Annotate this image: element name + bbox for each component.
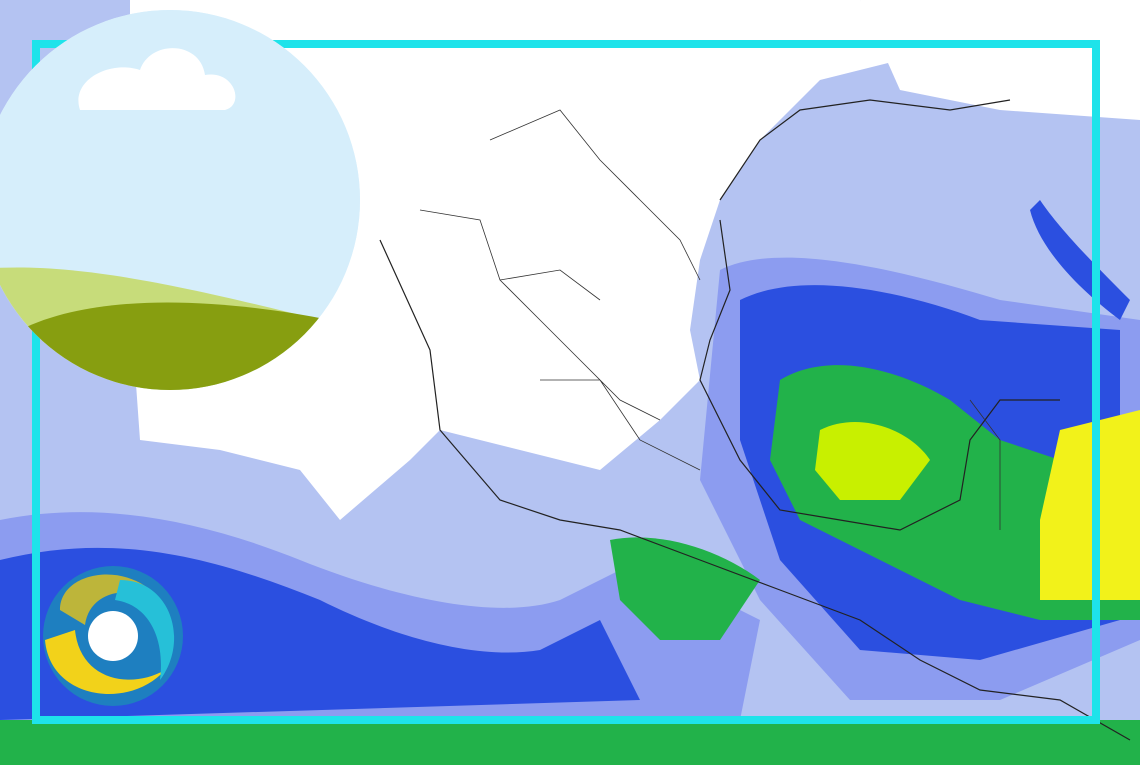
rain-heavy-bottom [0,720,1140,765]
coastline [379,99,1131,741]
circular-swirl-logo [43,566,183,706]
state-borders [419,109,1001,530]
dry-land-north [860,0,1140,120]
rain-heavy-south [610,537,760,640]
highlight-frame [32,40,1100,724]
rain-very-heavy [815,421,930,500]
rain-extreme [1040,410,1140,600]
rain-mid-channel [1030,200,1130,320]
